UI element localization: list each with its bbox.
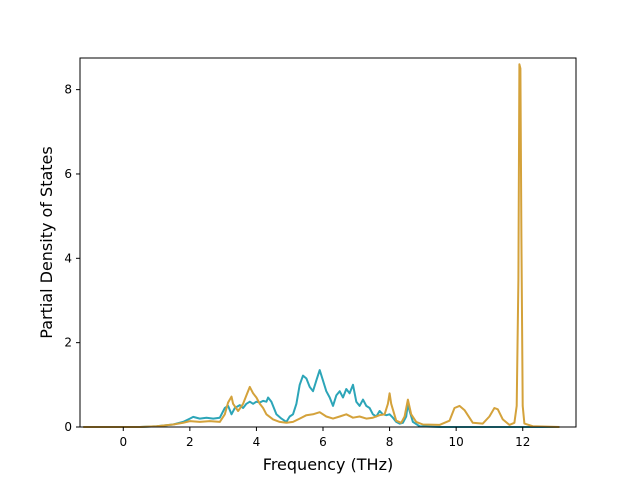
y-tick-label: 4 — [64, 251, 72, 265]
y-ticks: 0 2 4 6 8 — [64, 83, 80, 434]
plot-frame — [79, 57, 577, 428]
series-line-2 — [83, 63, 560, 428]
x-tick-label: 0 — [119, 435, 127, 449]
x-ticks: 0 2 4 6 8 10 12 — [119, 427, 530, 449]
series-layer — [83, 63, 560, 428]
y-tick-label: 6 — [64, 167, 72, 181]
y-tick-label: 2 — [64, 336, 72, 350]
x-tick-label: 8 — [386, 435, 394, 449]
y-tick-label: 0 — [64, 420, 72, 434]
x-tick-label: 2 — [186, 435, 194, 449]
x-axis-label: Frequency (THz) — [263, 455, 393, 474]
x-tick-label: 4 — [253, 435, 261, 449]
y-tick-label: 8 — [64, 83, 72, 97]
y-axis-label: Partial Density of States — [37, 146, 56, 338]
x-tick-label: 12 — [515, 435, 530, 449]
x-tick-label: 6 — [319, 435, 327, 449]
x-tick-label: 10 — [449, 435, 464, 449]
